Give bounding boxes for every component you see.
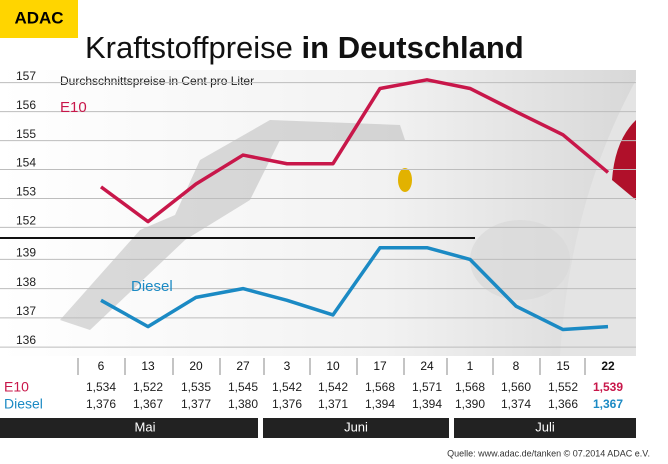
x-tick-label: 8 [513, 359, 520, 373]
value-label: 1,366 [548, 397, 578, 411]
value-label: 1,568 [365, 380, 395, 394]
value-label: 1,394 [365, 397, 395, 411]
month-band [0, 418, 258, 438]
chart-title: Kraftstoffpreise in Deutschland [85, 30, 524, 65]
y-tick-label: 137 [16, 304, 36, 318]
source: Quelle: www.adac.de/tanken © 07.2014 ADA… [447, 448, 650, 458]
x-tick-label: 20 [189, 359, 203, 373]
value-label: 1,522 [133, 380, 163, 394]
fuel-cap-illustration [470, 220, 570, 300]
fuel-drop [398, 168, 412, 192]
x-tick-label: 17 [373, 359, 387, 373]
value-label: 1,390 [455, 397, 485, 411]
value-label: 1,571 [412, 380, 442, 394]
value-label: 1,535 [181, 380, 211, 394]
y-tick-label: 152 [16, 214, 36, 228]
month-label: Juli [535, 419, 555, 434]
row-label: E10 [4, 379, 29, 395]
y-tick-label: 153 [16, 185, 36, 199]
value-label: 1,376 [86, 397, 116, 411]
value-label: 1,568 [455, 380, 485, 394]
x-tick-label: 22 [601, 359, 615, 373]
value-label: 1,534 [86, 380, 116, 394]
x-tick-label: 1 [467, 359, 474, 373]
y-tick-label: 136 [16, 333, 36, 347]
value-label: 1,552 [548, 380, 578, 394]
title-light: Kraftstoffpreise [85, 30, 293, 65]
value-label: 1,542 [272, 380, 302, 394]
month-band [454, 418, 636, 438]
y-tick-label: 138 [16, 275, 36, 289]
value-label: 1,376 [272, 397, 302, 411]
value-label: 1,380 [228, 397, 258, 411]
logo: ADAC [14, 8, 63, 27]
line-0 [99, 78, 610, 224]
taillight-illustration [612, 120, 636, 200]
car-illustration [560, 80, 636, 356]
y-tick-label: 156 [16, 98, 36, 112]
value-label: 1,377 [181, 397, 211, 411]
value-label: 1,545 [228, 380, 258, 394]
month-label: Juni [344, 419, 368, 434]
x-tick-label: 10 [326, 359, 340, 373]
x-tick-label: 24 [420, 359, 434, 373]
series-label: Diesel [131, 278, 173, 295]
x-tick-label: 15 [556, 359, 570, 373]
y-tick-label: 154 [16, 156, 36, 170]
x-tick-label: 13 [141, 359, 155, 373]
x-tick-label: 3 [284, 359, 291, 373]
value-label: 1,539 [593, 380, 623, 394]
month-band [263, 418, 449, 438]
subtitle: Durchschnittspreise in Cent pro Liter [60, 74, 254, 88]
value-label: 1,542 [318, 380, 348, 394]
value-label: 1,367 [133, 397, 163, 411]
x-tick-label: 27 [236, 359, 250, 373]
value-label: 1,394 [412, 397, 442, 411]
row-label: Diesel [4, 396, 43, 412]
value-label: 1,367 [593, 397, 623, 411]
value-label: 1,371 [318, 397, 348, 411]
x-tick-label: 6 [98, 359, 105, 373]
y-tick-label: 155 [16, 127, 36, 141]
series-label: E10 [60, 99, 87, 116]
y-tick-label: 139 [16, 246, 36, 260]
y-tick-label: 157 [16, 69, 36, 83]
month-label: Mai [135, 419, 156, 434]
logo-box [0, 0, 78, 38]
value-label: 1,374 [501, 397, 531, 411]
title-bold: in Deutschland [302, 30, 524, 65]
line-1 [100, 245, 609, 332]
value-label: 1,560 [501, 380, 531, 394]
